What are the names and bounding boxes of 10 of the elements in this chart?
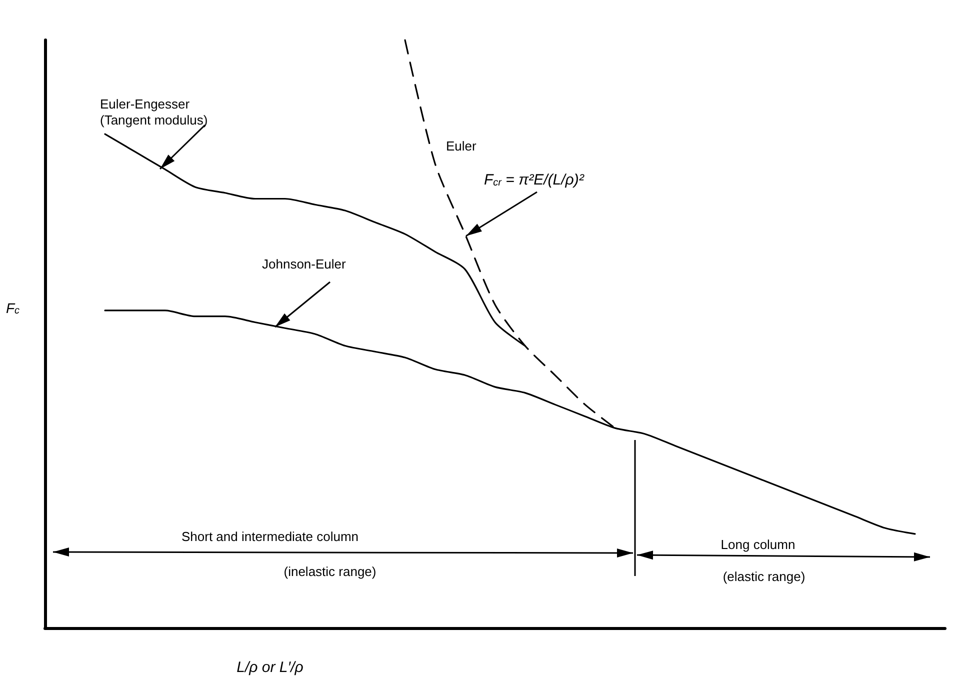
annotation: (inelastic range) [284, 564, 376, 579]
annotation: Short and intermediate column [181, 529, 359, 544]
series-label: Euler [446, 138, 478, 154]
annotation: Fcr = π²E/(L/ρ)² [484, 172, 585, 188]
text: Johnson-Euler [262, 256, 346, 272]
y-axis-title: Fc [6, 300, 20, 316]
annotation: (elastic range) [722, 569, 806, 584]
annotation: Long column [720, 537, 796, 552]
x-axis-title: L/ρ or L′/ρ [236, 659, 304, 676]
series-label: Euler-Engesser (Tangent modulus) [100, 96, 208, 128]
